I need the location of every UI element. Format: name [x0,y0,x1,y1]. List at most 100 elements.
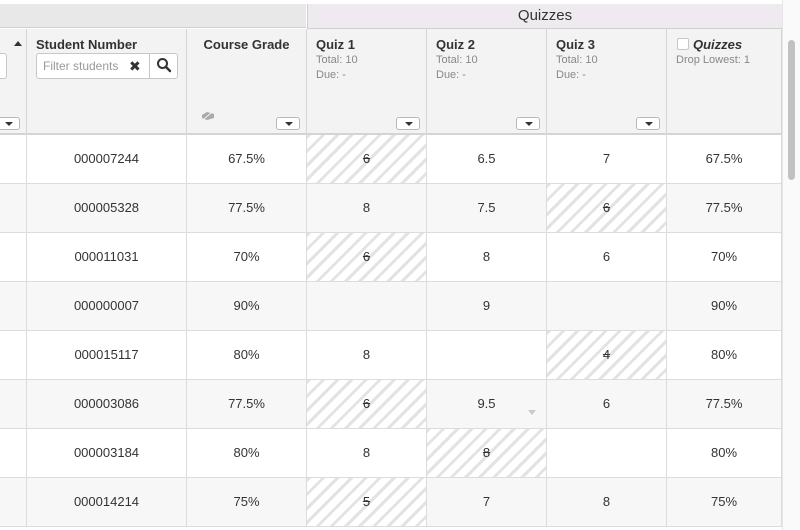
quiz1-cell[interactable]: 5 [307,478,427,527]
quiz2-cell[interactable]: 7.5 [427,184,547,233]
quizzes-total-cell-value: 75% [710,494,738,509]
student-number-cell-value: 000007244 [73,151,140,166]
student-number-cell-value: 000003184 [73,445,140,460]
tag-icon [202,112,214,120]
student-number-cell-value: 000000007 [73,298,140,313]
quizzes-total-cell: 77.5% [667,380,782,429]
course-grade-cell: 75% [187,478,307,527]
student-number-cell-value: 000014214 [73,494,140,509]
course-grade-cell-value: 77.5% [228,396,265,411]
quiz3-cell[interactable]: 6 [547,233,667,282]
category-header-blank [0,4,306,28]
quizzes-total-cell: 70% [667,233,782,282]
clear-filter-icon[interactable]: ✖ [129,58,141,74]
quizzes-total-cell: 77.5% [667,184,782,233]
quiz3-menu-button[interactable] [636,117,660,130]
name-column-menu-button[interactable] [0,117,20,130]
quiz3-cell-value: 4 [602,347,611,362]
quiz1-total: Total: 10 [316,54,358,66]
quiz1-cell[interactable]: 8 [307,429,427,478]
quiz2-cell[interactable]: 9.5 [427,380,547,429]
quiz1-header-title: Quiz 1 [316,37,356,52]
quiz3-cell-value: 7 [602,151,611,166]
table-row: 000003086 77.5% 6 9.5 6 77.5% [0,380,782,429]
category-header-quizzes: Quizzes [307,4,782,29]
course-grade-cell: 80% [187,331,307,380]
quizzes-total-column-header: Quizzes Drop Lowest: 1 [667,29,782,135]
quiz2-cell[interactable] [427,331,547,380]
student-number-cell: 000014214 [27,478,187,527]
quizzes-total-cell: 90% [667,282,782,331]
quizzes-total-cell-value: 80% [710,445,738,460]
course-grade-cell-value: 67.5% [228,151,265,166]
quizzes-total-cell: 67.5% [667,135,782,184]
quizzes-select-checkbox[interactable] [677,38,689,50]
quiz2-cell[interactable]: 9 [427,282,547,331]
name-cell [0,282,27,331]
name-filter-input-edge[interactable] [0,53,7,79]
table-row: 000000007 90% 9 90% [0,282,782,331]
quiz3-column-header: Quiz 3 Total: 10 Due: - [547,29,667,135]
quizzes-total-cell-value: 67.5% [705,151,743,166]
quiz1-cell[interactable]: 6 [307,135,427,184]
student-number-cell: 000003086 [27,380,187,429]
quiz3-cell-value: 8 [602,494,611,509]
quiz2-due: Due: - [436,69,466,81]
quizzes-total-header-title: Quizzes [693,37,743,52]
quiz2-cell-value: 7.5 [477,200,496,215]
cell-menu-caret-icon[interactable] [528,410,536,415]
name-column-header [0,29,27,135]
table-row: 000007244 67.5% 6 6.5 7 67.5% [0,135,782,184]
quiz2-cell[interactable]: 7 [427,478,547,527]
student-number-cell: 000005328 [27,184,187,233]
quiz2-cell[interactable]: 8 [427,233,547,282]
quiz3-cell[interactable]: 6 [547,184,667,233]
quiz3-cell[interactable] [547,282,667,331]
quiz3-due: Due: - [556,69,586,81]
quiz1-cell[interactable] [307,282,427,331]
quiz1-cell[interactable]: 8 [307,184,427,233]
search-icon [157,58,172,73]
course-grade-cell-value: 77.5% [228,200,265,215]
student-number-cell-value: 000011031 [74,249,139,264]
quiz1-cell[interactable]: 6 [307,233,427,282]
quiz2-total: Total: 10 [436,54,478,66]
course-grade-menu-button[interactable] [276,117,300,130]
name-cell [0,233,27,282]
quiz2-cell-value: 9.5 [477,396,496,411]
search-button[interactable] [149,53,178,79]
vertical-scrollbar[interactable] [782,0,800,530]
sort-ascending-icon[interactable] [13,39,23,47]
quiz1-cell[interactable]: 6 [307,380,427,429]
course-grade-cell-value: 80% [233,347,260,362]
quiz1-menu-button[interactable] [396,117,420,130]
quiz1-cell[interactable]: 8 [307,331,427,380]
quiz3-cell-value: 6 [602,249,611,264]
scrollbar-thumb[interactable] [788,40,795,180]
student-number-cell-value: 000003086 [73,396,140,411]
table-row: 000011031 70% 6 8 6 70% [0,233,782,282]
student-number-cell: 000003184 [27,429,187,478]
quiz3-cell[interactable]: 6 [547,380,667,429]
student-filter-input[interactable] [37,54,155,78]
student-filter: ✖ [36,53,178,79]
course-grade-header-title: Course Grade [203,37,290,52]
quiz2-cell[interactable]: 6.5 [427,135,547,184]
quiz1-cell-value: 6 [362,151,371,166]
quiz2-menu-button[interactable] [516,117,540,130]
quiz2-cell[interactable]: 8 [427,429,547,478]
name-cell [0,184,27,233]
student-number-cell-value: 000005328 [73,200,140,215]
quiz1-column-header: Quiz 1 Total: 10 Due: - [307,29,427,135]
student-number-cell: 000000007 [27,282,187,331]
quiz3-cell[interactable]: 4 [547,331,667,380]
quizzes-total-cell: 75% [667,478,782,527]
name-cell [0,478,27,527]
quiz3-cell[interactable]: 8 [547,478,667,527]
quiz3-cell-value: 6 [602,396,611,411]
quiz3-cell[interactable] [547,429,667,478]
course-grade-column-header: Course Grade [187,29,307,135]
quizzes-drop-lowest: Drop Lowest: 1 [676,54,750,66]
quiz3-cell[interactable]: 7 [547,135,667,184]
table-row: 000005328 77.5% 8 7.5 6 77.5% [0,184,782,233]
